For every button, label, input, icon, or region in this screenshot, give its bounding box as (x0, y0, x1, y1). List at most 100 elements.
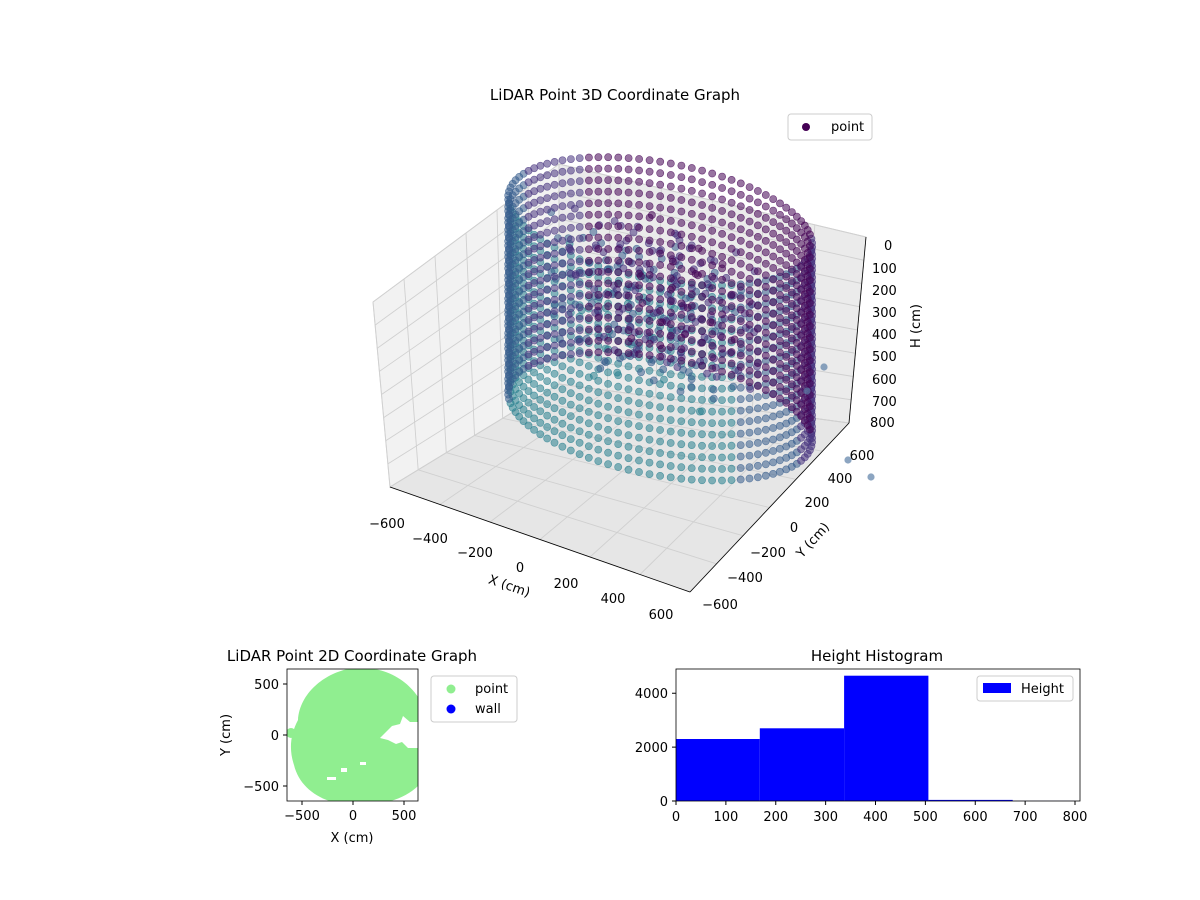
data-point (736, 190, 745, 199)
data-point (687, 267, 696, 276)
data-point (550, 341, 559, 350)
data-point (788, 357, 796, 366)
data-point (673, 363, 682, 371)
data-point (524, 421, 533, 430)
data-point (727, 221, 736, 230)
data-point (769, 344, 778, 353)
data-point (718, 207, 726, 215)
data-point (666, 239, 675, 248)
data-point (776, 210, 784, 219)
z-tick-label: 100 (872, 262, 897, 277)
data-point (558, 339, 567, 348)
data-point (558, 271, 567, 279)
data-point (782, 341, 791, 350)
data-point (575, 427, 584, 436)
y-tick-label: −200 (750, 546, 786, 561)
data-point (543, 434, 552, 443)
data-point (536, 265, 545, 273)
data-point (754, 244, 762, 253)
data-point (594, 199, 603, 207)
data-point (666, 205, 675, 214)
data-point (558, 236, 567, 245)
data-point (659, 365, 668, 374)
data-point (624, 419, 633, 428)
data-point (761, 317, 770, 326)
data-point (536, 334, 545, 342)
legend-histogram: Height (976, 675, 1074, 702)
data-point (776, 279, 784, 288)
data-point (567, 223, 575, 232)
data-point (567, 155, 575, 163)
data-point (614, 302, 623, 311)
data-point (769, 412, 777, 421)
data-point (645, 339, 654, 348)
data-point (708, 364, 717, 373)
data-point (624, 408, 633, 417)
data-point (635, 166, 643, 175)
data-point (761, 213, 770, 222)
x-tick-label: 100 (713, 810, 738, 825)
data-point (645, 389, 654, 398)
data-point (666, 285, 675, 294)
data-point (782, 398, 791, 407)
data-point (666, 262, 675, 271)
data-point (558, 294, 567, 302)
x-tick-label: 800 (1063, 810, 1088, 825)
data-point (736, 464, 745, 472)
data-point (718, 442, 726, 450)
data-point (536, 230, 545, 239)
data-point (727, 302, 736, 310)
data-point (687, 198, 696, 207)
data-point (635, 433, 643, 442)
data-point (745, 355, 754, 364)
legend-marker-point (446, 684, 456, 694)
data-point (575, 392, 584, 401)
data-point (575, 234, 584, 243)
data-point (788, 288, 796, 297)
data-point (590, 285, 599, 294)
data-point (614, 325, 623, 334)
data-point (708, 476, 716, 485)
data-point (550, 180, 559, 189)
data-point (792, 235, 801, 244)
data-point (624, 337, 633, 346)
data-point (736, 294, 745, 302)
data-point (792, 212, 801, 221)
data-point (614, 314, 623, 322)
data-point (708, 226, 717, 235)
data-point (656, 329, 665, 338)
data-point (635, 422, 643, 430)
data-point (536, 407, 545, 416)
data-point (567, 315, 575, 324)
data-point (656, 426, 664, 434)
x-ticks-2d: −500 0 500 (284, 801, 416, 824)
data-point (698, 327, 706, 336)
data-point (604, 176, 613, 184)
data-point (614, 440, 623, 448)
data-point (656, 157, 665, 166)
data-point (635, 189, 643, 198)
data-point (718, 184, 726, 192)
data-point (594, 434, 603, 442)
data-point (820, 363, 828, 371)
data-point (575, 245, 584, 254)
data-point (536, 322, 545, 331)
data-point (614, 222, 623, 231)
data-point (589, 228, 598, 236)
data-point (745, 428, 754, 437)
data-point (604, 210, 613, 219)
data-point (558, 156, 567, 165)
data-point (536, 311, 545, 319)
data-point (666, 171, 675, 179)
x-tick-label: 200 (763, 810, 788, 825)
data-point (637, 368, 645, 377)
data-point (687, 464, 696, 472)
data-point (604, 302, 613, 311)
data-point (754, 404, 762, 413)
data-point (656, 295, 665, 304)
data-point (594, 187, 603, 196)
data-point (575, 177, 584, 185)
data-point (666, 320, 675, 329)
x-tick-label: 400 (601, 592, 626, 607)
data-point (656, 403, 664, 411)
